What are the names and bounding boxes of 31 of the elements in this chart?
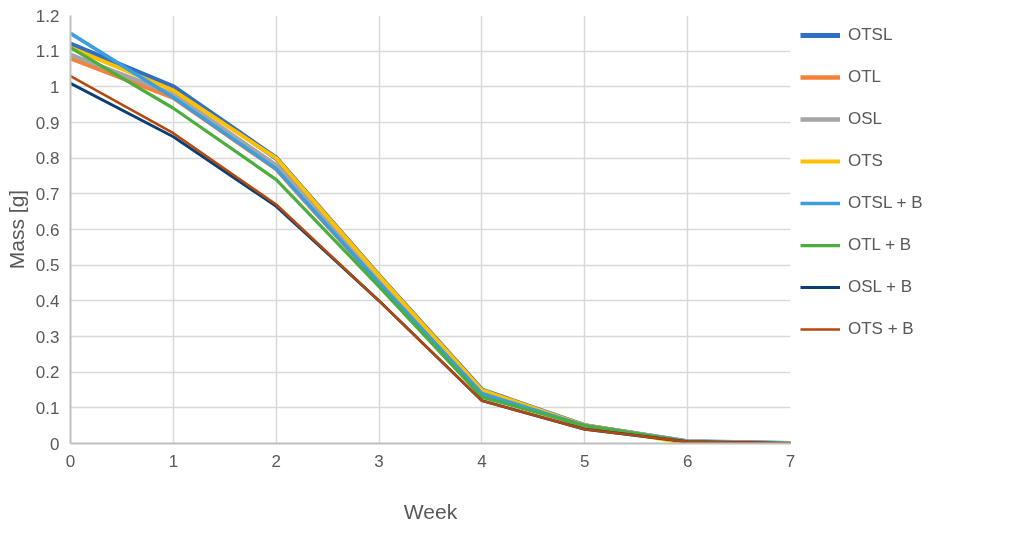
y-tick-label: 0.4 bbox=[35, 291, 60, 311]
y-tick-label: 0.6 bbox=[35, 220, 60, 240]
legend-label: OTL + B bbox=[848, 235, 912, 255]
x-tick-label: 3 bbox=[374, 451, 384, 471]
x-tick-label: 0 bbox=[65, 451, 76, 471]
x-tick-label: 6 bbox=[682, 451, 693, 471]
legend-label: OTSL bbox=[848, 25, 893, 45]
y-tick-label: 0.5 bbox=[35, 256, 60, 276]
y-tick-label: 0.3 bbox=[35, 327, 60, 347]
legend-label: OSL bbox=[848, 109, 883, 129]
legend-label: OTS bbox=[848, 151, 883, 171]
x-tick-label: 4 bbox=[477, 451, 487, 471]
x-axis-title: Week bbox=[403, 499, 458, 523]
y-tick-label: 1.1 bbox=[35, 42, 60, 62]
y-tick-label: 0.2 bbox=[35, 363, 60, 383]
y-tick-label: 1 bbox=[50, 77, 60, 97]
y-tick-label: 1.2 bbox=[35, 6, 60, 26]
y-tick-label: 0.7 bbox=[35, 184, 60, 204]
x-tick-label: 2 bbox=[271, 451, 281, 471]
legend-label: OTSL + B bbox=[848, 193, 923, 213]
y-tick-label: 0.8 bbox=[35, 149, 60, 169]
y-tick-label: 0.9 bbox=[35, 113, 60, 133]
legend-label: OTL bbox=[848, 67, 882, 87]
x-tick-label: 5 bbox=[580, 451, 590, 471]
x-tick-label: 7 bbox=[785, 451, 796, 471]
y-axis-title: Mass [g] bbox=[4, 189, 28, 270]
y-tick-label: 0 bbox=[50, 434, 60, 454]
y-tick-label: 0.1 bbox=[35, 398, 60, 418]
legend-label: OTS + B bbox=[848, 319, 914, 339]
legend-label: OSL + B bbox=[848, 277, 913, 297]
x-tick-label: 1 bbox=[168, 451, 179, 471]
